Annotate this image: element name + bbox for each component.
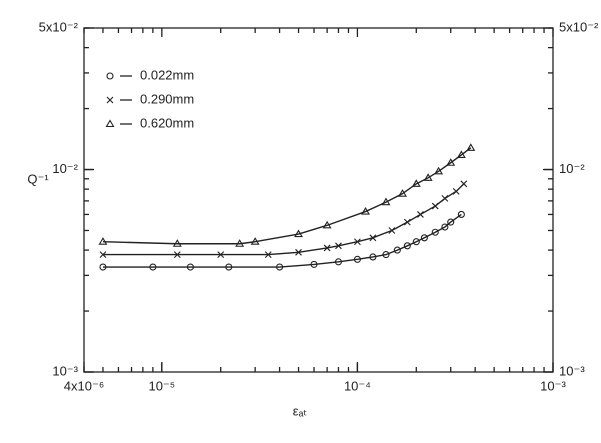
x-tick-label: 4x10⁻⁶	[64, 378, 104, 393]
marker-x	[323, 244, 331, 252]
marker-triangle	[466, 143, 476, 151]
marker-triangle	[172, 239, 182, 247]
y-axis-label: Q⁻¹	[27, 171, 49, 186]
marker-triangle	[294, 229, 303, 238]
marker-triangle	[250, 237, 260, 245]
y-tick-label: 5x10⁻²	[39, 19, 79, 34]
marker-x	[264, 251, 272, 258]
y-tick-label-right: 10⁻³	[559, 363, 585, 378]
marker-triangle	[456, 150, 466, 159]
marker-x	[388, 227, 396, 234]
marker-x	[354, 238, 361, 246]
marker-triangle	[322, 220, 332, 229]
marker-circle	[441, 223, 449, 231]
marker-x	[173, 251, 181, 258]
marker-circle	[276, 263, 284, 271]
marker-x	[295, 248, 302, 256]
marker-x	[431, 202, 439, 210]
marker-circle	[310, 260, 318, 268]
legend-label: 0.290mm	[140, 91, 194, 106]
marker-x	[460, 180, 468, 188]
marker-triangle	[381, 197, 391, 206]
marker-x	[452, 187, 460, 195]
x-tick-label: 10⁻⁴	[344, 378, 371, 393]
marker-triangle	[423, 173, 433, 181]
fit-curve	[102, 213, 462, 268]
y-tick-label: 10⁻²	[52, 161, 78, 176]
marker-x	[417, 211, 424, 218]
marker-circle	[382, 251, 390, 259]
marker-circle	[420, 234, 428, 242]
marker-x	[217, 251, 225, 258]
x-tick-label: 10⁻⁵	[148, 378, 175, 393]
marker-circle	[99, 263, 107, 271]
fit-curve	[102, 147, 472, 245]
marker-circle	[353, 255, 361, 263]
marker-circle	[149, 263, 157, 271]
x-axis-label: εₐₜ	[293, 403, 308, 418]
y-tick-label-right: 10⁻²	[559, 161, 585, 176]
y-tick-label: 10⁻³	[52, 363, 78, 378]
legend-label: 0.620mm	[140, 115, 194, 130]
marker-circle	[334, 258, 343, 266]
x-tick-label: 10⁻³	[540, 378, 566, 393]
marker-triangle	[411, 179, 421, 187]
marker-triangle	[98, 237, 108, 245]
marker-circle	[225, 263, 233, 271]
legend-label: 0.022mm	[140, 67, 194, 82]
marker-triangle	[446, 158, 456, 166]
marker-x	[403, 218, 411, 226]
marker-triangle	[361, 206, 370, 215]
marker-x	[99, 251, 107, 258]
marker-circle	[106, 72, 114, 80]
marker-triangle	[105, 119, 115, 128]
marker-x	[335, 242, 342, 250]
marker-circle	[447, 218, 455, 226]
marker-triangle	[235, 239, 245, 247]
marker-triangle	[398, 189, 407, 197]
fit-curve	[102, 183, 465, 256]
marker-x	[441, 195, 449, 202]
marker-circle	[393, 246, 401, 254]
marker-circle	[186, 263, 194, 271]
marker-circle	[403, 242, 411, 250]
y-tick-label-right: 5x10⁻²	[559, 19, 599, 34]
marker-triangle	[434, 166, 444, 175]
marker-circle	[431, 228, 439, 236]
marker-x	[106, 96, 114, 104]
marker-circle	[369, 253, 377, 261]
marker-x	[369, 234, 377, 242]
marker-circle	[412, 238, 420, 246]
marker-circle	[457, 210, 465, 218]
plot-frame	[83, 27, 554, 373]
